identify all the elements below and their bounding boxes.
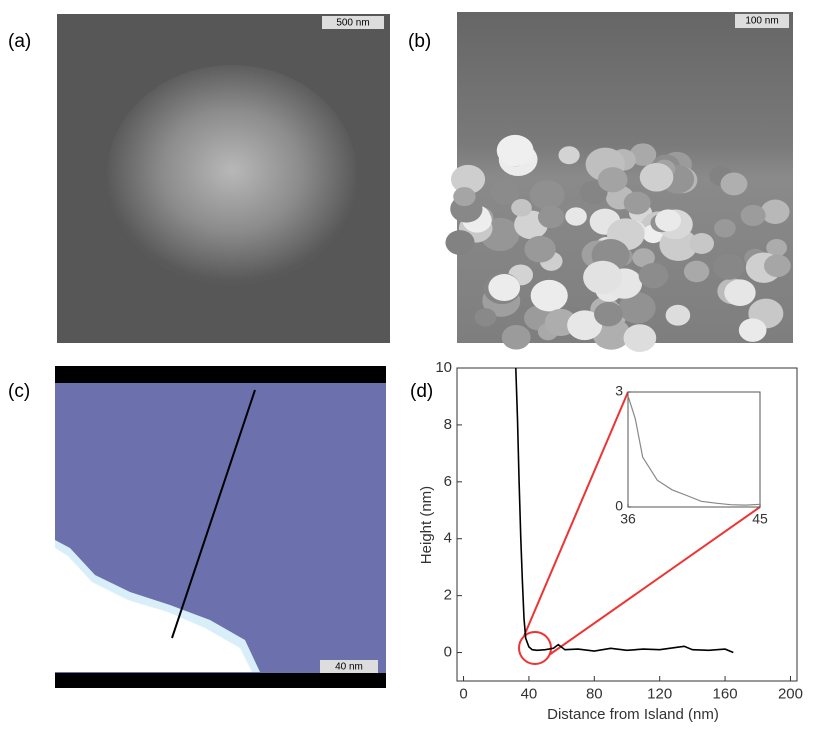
particle bbox=[638, 262, 669, 289]
particle bbox=[445, 230, 475, 255]
particle bbox=[714, 219, 736, 238]
particle bbox=[501, 324, 531, 350]
particle bbox=[511, 199, 532, 217]
particle bbox=[738, 318, 767, 342]
panel-label: (c) bbox=[8, 381, 30, 402]
scale-bar-label: 40 nm bbox=[335, 662, 363, 673]
island bbox=[107, 65, 357, 285]
zoom-circle bbox=[518, 631, 552, 665]
x-tick-label: 200 bbox=[778, 685, 803, 702]
x-axis-label: Distance from Island (nm) bbox=[547, 706, 719, 723]
particle bbox=[453, 187, 476, 207]
particle bbox=[558, 146, 580, 165]
particle bbox=[450, 164, 486, 194]
particle bbox=[689, 233, 714, 254]
scale-bar-label: 500 nm bbox=[336, 18, 369, 29]
particle bbox=[623, 191, 651, 215]
line bbox=[627, 395, 761, 506]
scale-bar bbox=[735, 14, 789, 28]
particle bbox=[529, 180, 565, 210]
y-tick-label: 0 bbox=[615, 498, 623, 514]
particle bbox=[565, 207, 587, 226]
plot-frame bbox=[456, 367, 798, 682]
particles bbox=[445, 134, 791, 352]
panel-label: (a) bbox=[8, 31, 31, 52]
scale-bar bbox=[322, 16, 384, 29]
zoom-line bbox=[523, 391, 629, 637]
particle bbox=[618, 292, 656, 324]
inset-frame bbox=[627, 391, 761, 508]
particle bbox=[537, 205, 565, 229]
particle bbox=[623, 324, 657, 352]
particle bbox=[530, 279, 568, 312]
x-tick-label: 160 bbox=[713, 685, 738, 702]
panel-label: (d) bbox=[410, 381, 433, 402]
line bbox=[515, 367, 734, 654]
particle bbox=[583, 260, 623, 295]
particle bbox=[740, 204, 766, 227]
x-tick-label: 40 bbox=[521, 685, 538, 702]
x-tick-label: 120 bbox=[647, 685, 672, 702]
particle bbox=[639, 162, 674, 192]
particle bbox=[713, 253, 745, 280]
x-tick-label: 45 bbox=[752, 510, 768, 526]
y-tick-label: 8 bbox=[444, 416, 452, 433]
particle bbox=[474, 308, 497, 327]
y-axis-label: Height (nm) bbox=[418, 486, 435, 564]
x-tick-label: 36 bbox=[620, 510, 636, 526]
particle bbox=[766, 238, 787, 257]
particle bbox=[567, 310, 603, 341]
particle bbox=[597, 167, 628, 193]
island bbox=[55, 383, 252, 672]
particle bbox=[665, 304, 691, 326]
scale-bar bbox=[320, 660, 378, 673]
particle bbox=[594, 301, 623, 327]
x-tick-label: 80 bbox=[586, 685, 603, 702]
particle bbox=[760, 199, 790, 224]
y-tick-label: 0 bbox=[444, 644, 452, 661]
particle bbox=[488, 274, 521, 302]
panel-label: (b) bbox=[408, 31, 431, 52]
particle bbox=[524, 235, 556, 263]
scale-bar-label: 100 nm bbox=[745, 16, 778, 27]
particle bbox=[683, 260, 710, 283]
y-tick-label: 10 bbox=[435, 359, 452, 376]
particle bbox=[764, 254, 791, 278]
particle bbox=[496, 134, 534, 167]
x-tick-label: 0 bbox=[459, 685, 467, 702]
zoom-line bbox=[548, 506, 761, 656]
particle bbox=[490, 180, 520, 205]
particle bbox=[629, 143, 657, 166]
particle bbox=[724, 279, 756, 307]
y-tick-label: 6 bbox=[444, 473, 452, 490]
y-tick-label: 3 bbox=[615, 383, 623, 399]
y-tick-label: 2 bbox=[444, 587, 452, 604]
particle bbox=[655, 209, 682, 232]
y-tick-label: 4 bbox=[444, 530, 452, 547]
particle bbox=[632, 248, 655, 268]
profile-line bbox=[171, 389, 256, 639]
particle bbox=[720, 172, 748, 196]
